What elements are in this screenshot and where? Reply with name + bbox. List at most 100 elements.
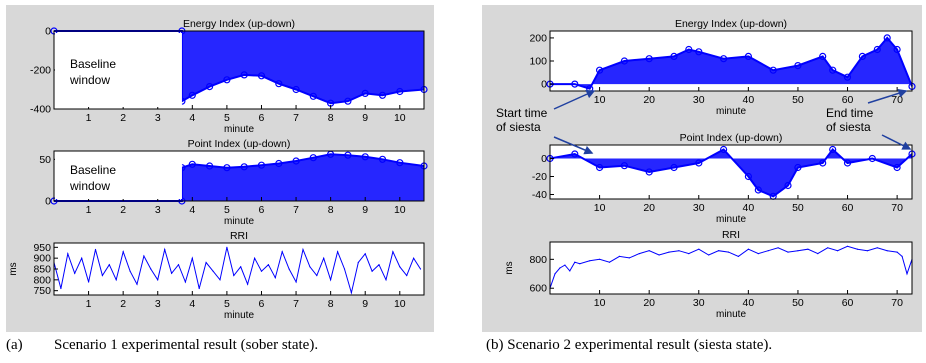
fig-a-sub1-xtick-label-9: 9 [362,112,368,124]
fig-a-sub1-xtick-label-6: 6 [259,112,265,124]
fig-a-sub1-baseline-box [55,33,182,107]
fig-a-sub3-point-5 [88,281,90,283]
fig-b-sub1-point-7 [685,45,693,54]
fig-a-sub1-series-area [54,31,424,104]
fig-b-sub3-point-22 [737,255,739,257]
chart-panel-a: Energy Index (up-down)1 2 3 4 5 6 7 8 9 100-200-4… [8,18,428,321]
fig-b-sub2-point-17 [893,163,901,172]
fig-a-sub1-ytick-label--200: -200 [30,65,51,77]
fig-b-sub3-point-17 [688,253,690,255]
fig-a-sub1-xlabel: minute [224,124,254,135]
fig-a-sub1-point-7 [257,72,266,80]
fig-b-sub2-ytick-label--40: -40 [532,189,547,201]
fig-a-sub3-xtick-label-3: 3 [155,298,161,310]
fig-b-sub1-xtick-label-30: 30 [693,94,705,106]
fig-a-sub3-point-48 [385,279,387,281]
fig-a-sub3-point-7 [101,274,103,277]
fig-b-sub3-point-16 [678,250,680,252]
fig-b-sub1-point-16 [858,52,866,61]
fig-a-sub2-axes-frame [53,150,425,202]
fig-b-sub2-point-16 [868,154,876,163]
caption-b: (b) Scenario 2 experimental result (sies… [486,337,772,354]
fig-b-sub3-point-27 [787,251,789,253]
fig-b-sub3-ylabel: ms [504,261,515,274]
fig-b-sub3-point-15 [668,251,670,253]
fig-b-sub3-point-38 [896,251,898,253]
fig-b-sub3-point-3 [564,264,566,266]
end-time-line1: End time [826,106,874,120]
fig-b-sub2-point-5 [670,163,678,172]
fig-a-sub3-point-31 [267,264,269,266]
fig-a-sub3-point-19 [184,281,186,283]
fig-a-sub1-xtick-label-5: 5 [224,112,230,124]
fig-a-sub1-ytick-label-0: 0 [45,26,51,38]
fig-a-sub3-point-17 [171,272,173,274]
caption-a-text: Scenario 1 experimental result (sober st… [54,337,319,353]
fig-b-sub1-ytick-label-100: 100 [529,56,547,68]
fig-b-sub1-point-6 [670,52,678,61]
fig-a-sub1-xtick-label-3: 3 [155,112,161,124]
fig-a-sub3-point-39 [323,257,325,259]
figure-panel-b: Energy Index (up-down) 10 20 30 40 50 60 70 0 100… [482,5,922,332]
fig-a-sub3-point-28 [247,283,249,285]
fig-b-sub3-point-29 [807,248,809,250]
fig-a-sub2-point-8 [275,159,283,168]
fig-a-sub3-point-30 [260,270,263,272]
fig-b-sub2: Point Index (up-down) 10 20 30 40 50 60 70 0 -20 -… [532,132,916,225]
fig-a-sub1-annotation-line1: Baseline [70,57,116,71]
fig-b-sub1-xtick-label-20: 20 [643,94,655,106]
fig-a-sub2-baseline-box [55,153,182,199]
fig-a-sub3-point-26 [233,274,235,277]
fig-b-sub3-point-14 [658,254,660,256]
fig-a-sub1-xtick-label-1: 1 [86,112,92,124]
fig-a-sub1-point-4 [206,82,214,91]
caption-b-text: Scenario 2 experimental result (siesta s… [507,337,773,353]
fig-a-sub2-xtick-label-8: 8 [328,204,334,216]
fig-b-sub1-xtick-label-40: 40 [743,94,755,106]
fig-a-sub3-point-15 [157,279,159,281]
fig-a-sub2-xtick-label-10: 10 [394,204,406,216]
fig-a-sub3-point-52 [413,257,415,259]
fig-a-sub3-point-53 [419,268,422,270]
fig-b-sub3-xtick-label-70: 70 [891,297,903,309]
fig-a-sub3-point-23 [212,270,214,272]
fig-a-sub2-xlabel: minute [224,216,254,227]
fig-a-sub3-point-16 [164,248,166,251]
fig-b-sub1-point-1 [571,80,579,88]
fig-a-sub3-point-11 [129,270,131,272]
fig-a-sub3-ytick-label-750: 750 [33,285,51,297]
fig-b-sub1-point-12 [794,61,802,70]
fig-b-sub1-xtick-label-50: 50 [792,94,804,106]
fig-a-sub2-xtick-label-1: 1 [86,204,92,216]
fig-b-sub3-point-25 [767,250,769,252]
fig-b-sub2-title: Point Index (up-down) [680,132,783,144]
fig-b-sub3-point-31 [827,247,829,249]
fig-b-sub1-xtick-label-10: 10 [594,94,606,106]
fig-a-sub2-point-6 [240,163,248,171]
fig-a-sub1-point-12 [344,97,352,105]
fig-a-sub3-point-47 [378,264,380,266]
fig-a-sub3-point-8 [108,264,110,266]
fig-a-sub1-title: Energy Index (up-down) [183,18,295,30]
fig-a-sub2-xtick-label-7: 7 [293,204,299,216]
fig-a-sub1-xtick-label-7: 7 [293,112,299,124]
fig-b-sub3-xtick-label-30: 30 [693,297,705,309]
fig-b-sub2-point-3 [620,162,628,170]
fig-a-sub2-point-5 [223,164,231,172]
fig-b-sub2-xtick-label-70: 70 [891,202,903,214]
fig-b-sub3-xtick-label-40: 40 [743,297,755,309]
fig-b-sub2-point-4 [645,168,653,176]
fig-a-sub3-point-40 [330,279,332,281]
fig-a-sub1-point-8 [275,80,283,88]
fig-a-sub2-point-10 [309,154,317,162]
fig-b-sub3-point-6 [579,263,581,265]
fig-b-sub2-point-9 [754,186,762,194]
fig-a-sub2-point-4 [206,162,214,170]
fig-a-sub3-point-14 [150,268,152,270]
fig-a-sub3-point-43 [350,292,352,294]
fig-b-sub2-xtick-label-40: 40 [743,202,755,214]
fig-b-sub2-ytick-label--20: -20 [532,171,547,183]
fig-b-sub1-point-17 [873,45,881,54]
fig-b-sub1-point-14 [829,66,837,74]
